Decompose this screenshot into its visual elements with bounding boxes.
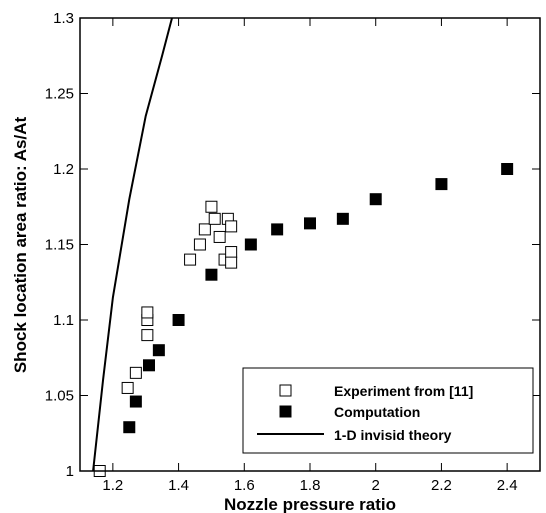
experiment-point [141, 329, 154, 342]
experiment-point [225, 256, 238, 269]
y-tick-label: 1.1 [53, 312, 74, 329]
experiment-point [213, 230, 226, 243]
computation-point [244, 238, 257, 251]
x-tick-label: 1.4 [168, 477, 189, 494]
y-tick-label: 1.25 [45, 86, 74, 103]
computation-point [152, 344, 165, 357]
computation-point [205, 268, 218, 281]
computation-point [435, 178, 448, 191]
experiment-point [193, 238, 206, 251]
experiment-point [121, 381, 134, 394]
y-tick-label: 1.2 [53, 161, 74, 178]
experiment-point [225, 220, 238, 233]
legend-label-theory: 1-D invisid theory [334, 427, 452, 443]
computation-point [123, 421, 136, 434]
x-tick-label: 1.2 [102, 477, 123, 494]
y-tick-label: 1.05 [45, 388, 74, 405]
computation-point [369, 193, 382, 206]
experiment-point [208, 212, 221, 225]
legend-marker-open-square [279, 384, 292, 397]
x-axis-title: Nozzle pressure ratio [224, 495, 396, 513]
axis-ticks: 1.2 1.4 1.6 1.8 2 2.2 2.4 1 1.05 1.1 1.15 1.2 1.25 1.… [45, 10, 540, 494]
computation-point [501, 163, 514, 175]
computation-point [143, 359, 155, 372]
computation-point [271, 223, 284, 236]
experiment-point [141, 306, 154, 319]
experiment-point [184, 253, 197, 266]
experiment-point [225, 246, 238, 259]
x-tick-label: 2 [372, 477, 380, 494]
plot-marks [92, 17, 514, 477]
y-tick-label: 1.15 [45, 237, 74, 254]
x-tick-label: 1.6 [234, 477, 255, 494]
computation-point [172, 314, 185, 326]
x-tick-label: 2.4 [497, 477, 518, 494]
y-tick-label: 1 [66, 463, 74, 480]
experiment-point [198, 223, 211, 236]
experiment-point [129, 366, 142, 379]
y-axis-title: Shock location area ratio: As/At [11, 117, 30, 374]
legend: Experiment from [11] Computation 1-D inv… [242, 367, 534, 454]
computation-point [129, 395, 142, 408]
legend-marker-filled-square [279, 405, 292, 418]
x-tick-label: 2.2 [431, 477, 452, 494]
computation-point [336, 212, 349, 225]
legend-label-computation: Computation [334, 404, 420, 420]
legend-label-experiment: Experiment from [11] [334, 383, 473, 399]
theory-line [92, 17, 173, 472]
y-tick-label: 1.3 [53, 10, 74, 27]
computation-point [304, 217, 316, 230]
x-tick-label: 1.8 [300, 477, 321, 494]
experiment-point [205, 200, 218, 213]
